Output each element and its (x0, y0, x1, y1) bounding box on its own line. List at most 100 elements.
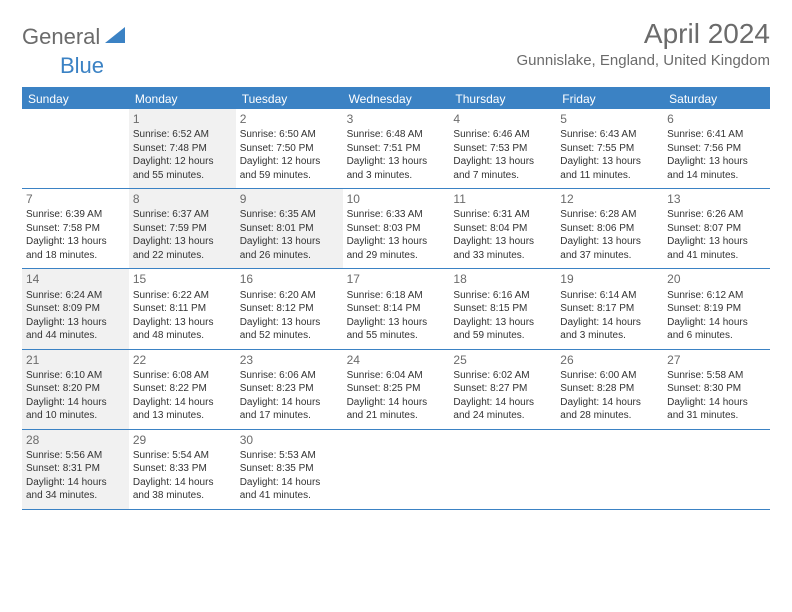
day-number: 20 (667, 271, 766, 287)
day-daylight1: Daylight: 13 hours (133, 235, 232, 249)
day-cell: 27Sunrise: 5:58 AMSunset: 8:30 PMDayligh… (663, 350, 770, 429)
week-row: 14Sunrise: 6:24 AMSunset: 8:09 PMDayligh… (22, 269, 770, 349)
day-sunset: Sunset: 8:22 PM (133, 382, 232, 396)
day-sunset: Sunset: 8:04 PM (453, 222, 552, 236)
day-cell: 22Sunrise: 6:08 AMSunset: 8:22 PMDayligh… (129, 350, 236, 429)
day-daylight2: and 11 minutes. (560, 169, 659, 183)
day-header-wed: Wednesday (343, 89, 450, 109)
day-cell: 28Sunrise: 5:56 AMSunset: 8:31 PMDayligh… (22, 430, 129, 509)
day-cell: 26Sunrise: 6:00 AMSunset: 8:28 PMDayligh… (556, 350, 663, 429)
day-cell: 19Sunrise: 6:14 AMSunset: 8:17 PMDayligh… (556, 269, 663, 348)
day-sunset: Sunset: 8:12 PM (240, 302, 339, 316)
day-sunrise: Sunrise: 6:50 AM (240, 128, 339, 142)
day-cell: 15Sunrise: 6:22 AMSunset: 8:11 PMDayligh… (129, 269, 236, 348)
week-row: 21Sunrise: 6:10 AMSunset: 8:20 PM Dayligh… (22, 350, 770, 430)
day-daylight2: and 55 minutes. (347, 329, 446, 343)
day-sunset: Sunset: 8:28 PM (560, 382, 659, 396)
day-sunset: Sunset: 8:25 PM (347, 382, 446, 396)
day-sunrise: Sunrise: 6:37 AM (133, 208, 232, 222)
day-sunset: Sunset: 7:48 PM (133, 142, 232, 156)
day-cell (449, 430, 556, 509)
day-sunrise: Sunrise: 6:20 AM (240, 289, 339, 303)
day-number: 11 (453, 191, 552, 207)
day-daylight2: and 29 minutes. (347, 249, 446, 263)
day-header-thu: Thursday (449, 89, 556, 109)
logo-triangle-icon (105, 27, 125, 48)
day-sunset: Sunset: 7:58 PM (26, 222, 125, 236)
day-number: 12 (560, 191, 659, 207)
day-daylight1: Daylight: 13 hours (453, 316, 552, 330)
day-cell: 29Sunrise: 5:54 AMSunset: 8:33 PMDayligh… (129, 430, 236, 509)
day-cell: 23Sunrise: 6:06 AMSunset: 8:23 PMDayligh… (236, 350, 343, 429)
day-sunset: Sunset: 7:56 PM (667, 142, 766, 156)
day-daylight2: and 41 minutes. (240, 489, 339, 503)
day-daylight2: and 55 minutes. (133, 169, 232, 183)
day-daylight2: and 17 minutes. (240, 409, 339, 423)
day-sunset: Sunset: 7:55 PM (560, 142, 659, 156)
day-sunrise: Sunrise: 6:46 AM (453, 128, 552, 142)
day-daylight2: and 28 minutes. (560, 409, 659, 423)
day-sunrise: Sunrise: 6:10 AM (26, 369, 125, 383)
day-header-mon: Monday (129, 89, 236, 109)
day-number: 21 (26, 352, 125, 368)
day-daylight1: Daylight: 13 hours (347, 235, 446, 249)
day-sunset: Sunset: 8:20 PM (26, 382, 125, 396)
day-number: 25 (453, 352, 552, 368)
day-cell (663, 430, 770, 509)
day-sunrise: Sunrise: 5:58 AM (667, 369, 766, 383)
day-number: 29 (133, 432, 232, 448)
day-daylight1: Daylight: 13 hours (560, 155, 659, 169)
day-cell: 30Sunrise: 5:53 AMSunset: 8:35 PMDayligh… (236, 430, 343, 509)
day-sunset: Sunset: 8:19 PM (667, 302, 766, 316)
day-number: 8 (133, 191, 232, 207)
day-sunset: Sunset: 8:31 PM (26, 462, 125, 476)
day-cell: 8Sunrise: 6:37 AMSunset: 7:59 PMDaylight… (129, 189, 236, 268)
day-sunset: Sunset: 8:33 PM (133, 462, 232, 476)
day-sunrise: Sunrise: 6:28 AM (560, 208, 659, 222)
day-sunset: Sunset: 8:14 PM (347, 302, 446, 316)
week-row: 7Sunrise: 6:39 AMSunset: 7:58 PMDaylight… (22, 189, 770, 269)
day-number: 4 (453, 111, 552, 127)
day-sunset: Sunset: 7:59 PM (133, 222, 232, 236)
day-sunrise: Sunrise: 6:26 AM (667, 208, 766, 222)
day-daylight2: and 10 minutes. (26, 409, 125, 423)
day-number: 30 (240, 432, 339, 448)
day-daylight1: Daylight: 13 hours (560, 235, 659, 249)
day-daylight2: and 22 minutes. (133, 249, 232, 263)
day-cell: 3Sunrise: 6:48 AMSunset: 7:51 PMDaylight… (343, 109, 450, 188)
day-sunset: Sunset: 8:23 PM (240, 382, 339, 396)
day-cell: 9Sunrise: 6:35 AMSunset: 8:01 PMDaylight… (236, 189, 343, 268)
day-cell: 6Sunrise: 6:41 AMSunset: 7:56 PMDaylight… (663, 109, 770, 188)
day-daylight2: and 18 minutes. (26, 249, 125, 263)
day-number: 9 (240, 191, 339, 207)
day-daylight2: and 41 minutes. (667, 249, 766, 263)
day-sunset: Sunset: 7:53 PM (453, 142, 552, 156)
day-sunrise: Sunrise: 6:04 AM (347, 369, 446, 383)
day-daylight1: Daylight: 13 hours (133, 316, 232, 330)
day-sunset: Sunset: 8:11 PM (133, 302, 232, 316)
day-daylight2: and 21 minutes. (347, 409, 446, 423)
day-sunset: Sunset: 8:15 PM (453, 302, 552, 316)
day-number: 15 (133, 271, 232, 287)
day-number: 16 (240, 271, 339, 287)
day-daylight2: and 48 minutes. (133, 329, 232, 343)
day-daylight2: and 3 minutes. (347, 169, 446, 183)
day-daylight2: and 52 minutes. (240, 329, 339, 343)
day-sunrise: Sunrise: 6:33 AM (347, 208, 446, 222)
day-number: 14 (26, 271, 125, 287)
day-daylight2: and 24 minutes. (453, 409, 552, 423)
day-number: 13 (667, 191, 766, 207)
day-sunset: Sunset: 8:30 PM (667, 382, 766, 396)
day-daylight1: Daylight: 13 hours (240, 235, 339, 249)
day-daylight1: Daylight: 14 hours (453, 396, 552, 410)
day-cell: 2Sunrise: 6:50 AMSunset: 7:50 PMDaylight… (236, 109, 343, 188)
logo: General (22, 18, 127, 50)
day-sunset: Sunset: 8:17 PM (560, 302, 659, 316)
weeks-container: 1Sunrise: 6:52 AMSunset: 7:48 PMDaylight… (22, 109, 770, 510)
day-number: 6 (667, 111, 766, 127)
day-daylight1: Daylight: 13 hours (26, 235, 125, 249)
day-number: 18 (453, 271, 552, 287)
day-sunset: Sunset: 8:01 PM (240, 222, 339, 236)
day-cell: 7Sunrise: 6:39 AMSunset: 7:58 PMDaylight… (22, 189, 129, 268)
day-cell: 10Sunrise: 6:33 AMSunset: 8:03 PMDayligh… (343, 189, 450, 268)
